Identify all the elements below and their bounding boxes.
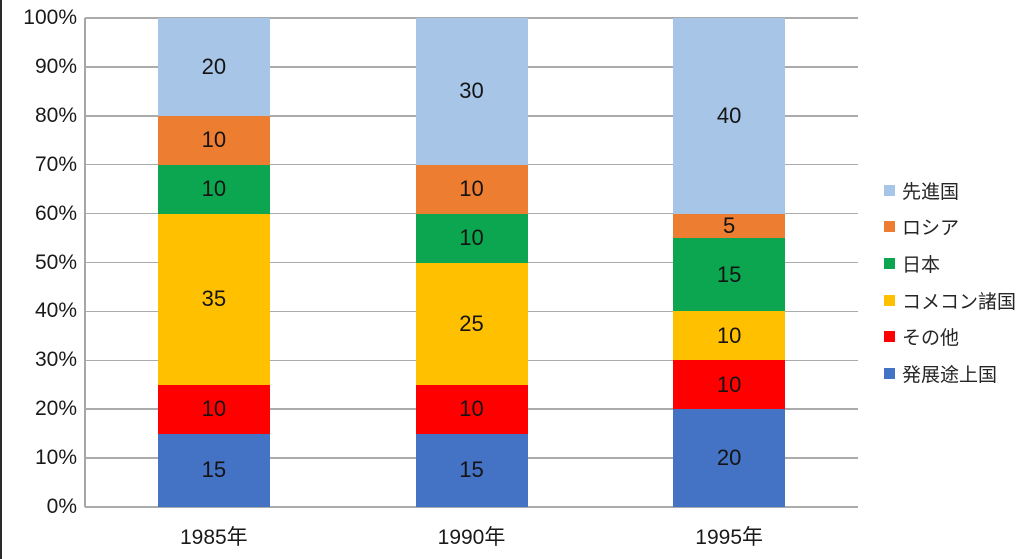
y-axis-tick-label: 40%	[34, 299, 77, 323]
bar-segment-value-label: 10	[201, 396, 227, 422]
y-axis-tick-label: 20%	[34, 397, 77, 421]
y-axis-tick-label: 50%	[34, 250, 77, 274]
y-axis-tick-label: 30%	[34, 348, 77, 372]
bar-segment-comecon-countries: 25	[415, 262, 528, 385]
bar-segment-japan: 10	[157, 164, 270, 214]
bar-segment-value-label: 15	[459, 457, 484, 483]
bar-segment-others: 10	[415, 384, 528, 434]
y-axis-tick-label: 100%	[23, 6, 77, 29]
bar-segment-value-label: 5	[723, 212, 736, 238]
x-axis-category-label: 1995年	[695, 526, 764, 549]
bar-segment-value-label: 15	[716, 261, 742, 287]
legend-item-label: 発展途上国	[902, 364, 998, 386]
bar-segment-value-label: 10	[459, 225, 484, 251]
legend-swatch-comecon-countries	[884, 294, 895, 306]
bar-segment-developed-countries: 30	[415, 18, 528, 165]
bar-segment-value-label: 10	[716, 371, 742, 397]
bar-segment-japan: 10	[415, 213, 528, 263]
y-axis-line	[84, 18, 86, 507]
x-axis-category-label: 1985年	[179, 526, 248, 549]
legend-item-label: コメコン諸国	[902, 291, 1017, 313]
gridline	[85, 17, 858, 19]
bar-segment-value-label: 10	[201, 127, 227, 153]
bar-1995: 20 10 10 15 5 40	[673, 18, 786, 507]
bar-segment-comecon-countries: 35	[157, 213, 270, 385]
legend-item-developing-countries: 発展途上国	[884, 355, 1016, 392]
legend-swatch-russia	[884, 221, 895, 233]
bar-segment-developing-countries: 15	[157, 433, 270, 507]
y-axis-tick-label: 0%	[46, 495, 77, 518]
legend-item-developed-countries: 先進国	[884, 172, 1016, 209]
legend: 先進国ロシア日本コメコン諸国 その他発展途上国	[884, 172, 1016, 392]
gridline	[85, 506, 858, 508]
legend-item-comecon-countries: コメコン諸国	[884, 282, 1016, 319]
bar-1990: 15 10 25 10 10 30	[415, 18, 528, 507]
bar-segment-developed-countries: 40	[673, 18, 786, 214]
legend-item-others: その他	[884, 318, 1016, 355]
y-axis-tick-label: 70%	[34, 152, 77, 176]
bar-segment-japan: 15	[673, 238, 786, 312]
bar-segment-russia: 10	[415, 164, 528, 214]
legend-item-label: 先進国	[902, 181, 960, 203]
bar-segment-developing-countries: 20	[673, 409, 786, 507]
legend-item-label: その他	[902, 328, 960, 350]
bar-segment-value-label: 40	[716, 102, 742, 128]
bar-segment-developed-countries: 20	[157, 18, 270, 116]
legend-item-japan: 日本	[884, 245, 1016, 282]
legend-swatch-japan	[884, 257, 895, 269]
bar-segment-value-label: 30	[459, 78, 484, 104]
legend-item-label: ロシア	[902, 218, 960, 240]
y-axis-tick-label: 60%	[34, 201, 77, 225]
legend-item-russia: ロシア	[884, 209, 1016, 246]
legend-swatch-developing-countries	[884, 367, 895, 379]
legend-swatch-developed-countries	[884, 184, 895, 196]
bar-segment-russia: 10	[157, 115, 270, 165]
bar-segment-others: 10	[157, 384, 270, 434]
bar-segment-value-label: 20	[716, 445, 742, 471]
bar-segment-value-label: 20	[201, 53, 227, 79]
y-axis-tick-label: 90%	[34, 54, 77, 78]
bar-segment-value-label: 10	[459, 396, 484, 422]
bar-segment-comecon-countries: 10	[673, 311, 786, 361]
y-axis-tick-label: 80%	[34, 103, 77, 127]
bar-segment-russia: 5	[673, 212, 786, 239]
bar-segment-value-label: 10	[459, 176, 484, 202]
screen-edge-line	[0, 0, 2, 559]
bar-segment-value-label: 10	[201, 176, 227, 202]
legend-item-label: 日本	[902, 254, 941, 276]
x-axis-category-label: 1990年	[437, 526, 506, 549]
bar-segment-developing-countries: 15	[415, 433, 528, 507]
y-axis-tick-label: 10%	[34, 446, 77, 470]
bar-segment-others: 10	[673, 360, 786, 410]
bar-1985: 15 10 35 10 10 20	[157, 18, 270, 507]
bar-segment-value-label: 15	[201, 457, 227, 483]
bar-segment-value-label: 25	[459, 310, 484, 336]
bar-segment-value-label: 35	[201, 286, 227, 312]
bar-segment-value-label: 10	[716, 322, 742, 348]
legend-swatch-others	[884, 331, 895, 343]
